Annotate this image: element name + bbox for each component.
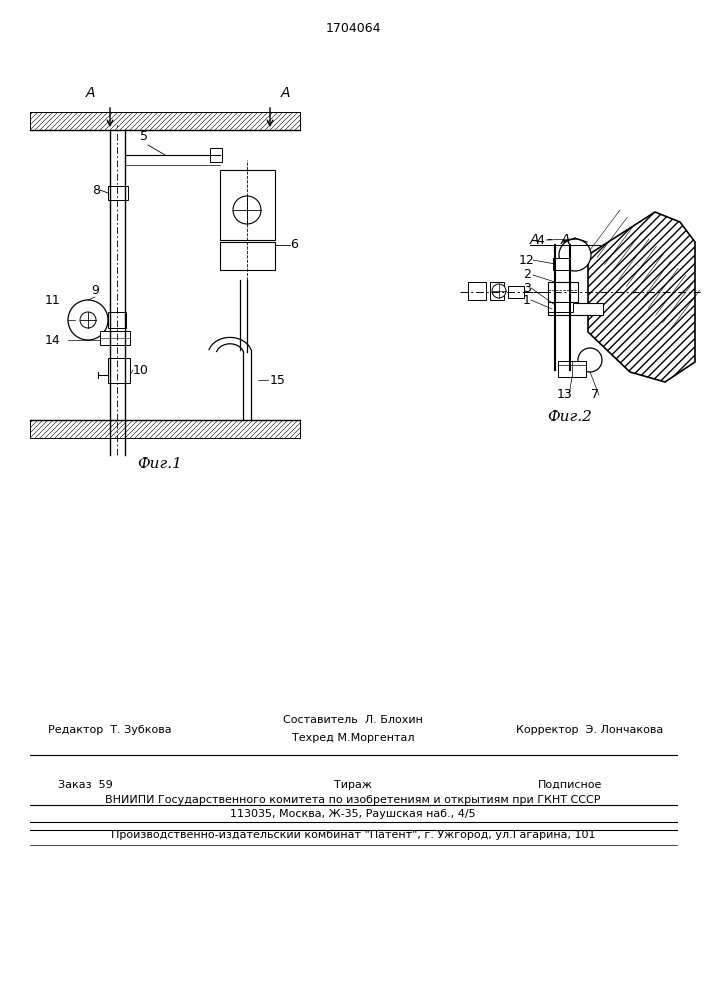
Text: 11: 11 [45,294,60,306]
Text: Корректор  Э. Лончакова: Корректор Э. Лончакова [516,725,664,735]
Bar [108,312,126,328]
Bar [548,282,578,302]
Circle shape [492,284,506,298]
Text: 113035, Москва, Ж-35, Раушская наб., 4/5: 113035, Москва, Ж-35, Раушская наб., 4/5 [230,809,476,819]
Circle shape [559,239,591,271]
Text: Техред М.Моргентал: Техред М.Моргентал [292,733,414,743]
Bar [30,112,300,130]
Text: Редактор  Т. Зубкова: Редактор Т. Зубкова [48,725,172,735]
Text: 13: 13 [557,388,573,401]
Circle shape [233,196,261,224]
Text: 2: 2 [523,268,531,282]
Text: 15: 15 [270,373,286,386]
Text: ВНИИПИ Государственного комитета по изобретениям и открытиям при ГКНТ СССР: ВНИИПИ Государственного комитета по изоб… [105,795,601,805]
Text: Тираж: Тираж [334,780,372,790]
Bar [558,361,586,377]
Text: 3: 3 [523,282,531,294]
Text: 10: 10 [133,363,149,376]
Bar [490,282,504,300]
Text: Производственно-издательский комбинат "Патент", г. Ужгород, ул.Гагарина, 101: Производственно-издательский комбинат "П… [111,830,595,840]
Text: 4: 4 [536,233,544,246]
Bar [553,258,569,270]
Bar [210,148,222,162]
Text: А: А [280,86,290,100]
Text: 8: 8 [92,184,100,196]
Text: 7: 7 [591,388,599,401]
Bar [100,331,130,345]
Text: 14: 14 [45,334,60,347]
Bar [108,186,128,200]
Bar [508,286,524,298]
Bar [220,170,275,240]
Text: А: А [86,86,95,100]
Bar [108,358,130,383]
Text: Фиг.1: Фиг.1 [138,457,182,471]
Bar [548,303,603,315]
Text: 9: 9 [91,284,99,297]
Bar [220,242,275,270]
Text: 1: 1 [523,294,531,306]
Circle shape [578,348,602,372]
Text: 1704064: 1704064 [325,22,381,35]
Circle shape [68,300,108,340]
Text: 12: 12 [519,253,535,266]
Bar [548,302,573,312]
Text: Фиг.2: Фиг.2 [547,410,592,424]
Text: Заказ  59: Заказ 59 [58,780,112,790]
Bar [468,282,486,300]
Text: Подписное: Подписное [538,780,602,790]
Text: А  -  А: А - А [530,233,571,247]
Bar [30,420,300,438]
Text: Составитель  Л. Блохин: Составитель Л. Блохин [283,715,423,725]
Text: 6: 6 [290,238,298,251]
Circle shape [80,312,96,328]
Text: 5: 5 [140,130,148,143]
Polygon shape [588,212,695,382]
